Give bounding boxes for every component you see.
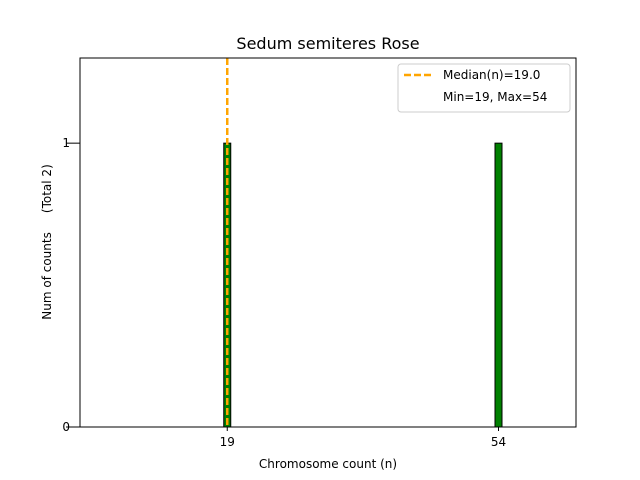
x-ticks: 19 54 [220, 427, 506, 449]
x-axis-label: Chromosome count (n) [259, 457, 397, 471]
chart-title: Sedum semiteres Rose [236, 34, 419, 53]
x-tick-label-1: 54 [491, 435, 506, 449]
x-tick-label-0: 19 [220, 435, 235, 449]
legend: Median(n)=19.0 Min=19, Max=54 [397, 63, 571, 113]
y-tick-label-1: 1 [62, 136, 70, 150]
y-axis-label: Num of counts (Total 2) [40, 164, 54, 319]
bars [223, 142, 503, 428]
legend-median-label: Median(n)=19.0 [443, 68, 540, 82]
bar-1 [494, 142, 503, 428]
y-ticks: 01 [62, 136, 80, 434]
plot-frame [79, 57, 577, 428]
y-tick-label-0: 0 [62, 420, 70, 434]
legend-box [397, 63, 571, 113]
legend-range-label: Min=19, Max=54 [443, 90, 547, 104]
